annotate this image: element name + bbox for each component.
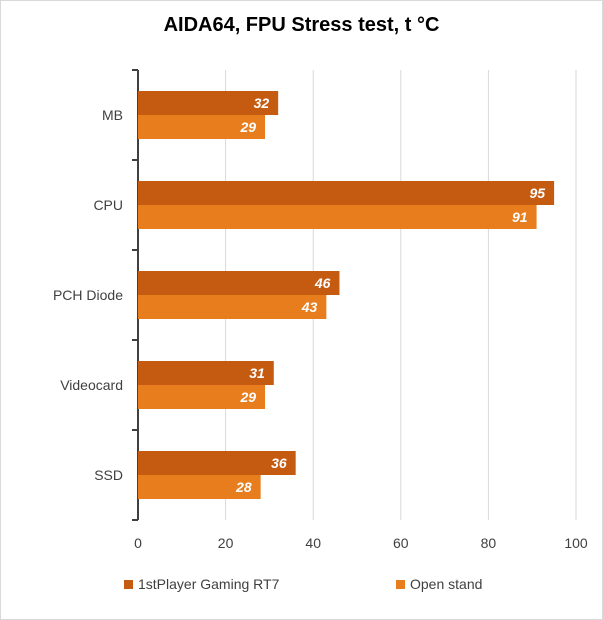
x-tick-label-80: 80 <box>481 535 497 551</box>
data-label-2-0: 29 <box>239 119 256 135</box>
data-label-1-3: 31 <box>249 365 265 381</box>
data-label-1-2: 46 <box>314 275 331 291</box>
y-category-label-3: Videocard <box>60 377 123 393</box>
data-label-1-0: 32 <box>254 95 270 111</box>
bar-1-2 <box>138 271 340 295</box>
x-tick-label-20: 20 <box>218 535 234 551</box>
data-label-2-2: 43 <box>301 299 318 315</box>
chart-title: AIDA64, FPU Stress test, t °C <box>163 14 440 36</box>
legend-label-series-1: 1stPlayer Gaming RT7 <box>138 576 280 592</box>
bar-1-1 <box>138 181 555 205</box>
legend-label-series-2: Open stand <box>410 576 483 592</box>
bar-2-4 <box>138 475 261 499</box>
bar-1-3 <box>138 361 274 385</box>
legend-swatch-series-2 <box>396 579 405 589</box>
x-tick-label-60: 60 <box>393 535 409 551</box>
bar-2-3 <box>138 385 266 409</box>
bar-2-0 <box>138 115 266 139</box>
y-category-label-0: MB <box>102 107 123 123</box>
y-category-label-2: PCH Diode <box>53 287 123 303</box>
x-tick-label-100: 100 <box>564 535 588 551</box>
x-tick-label-40: 40 <box>305 535 321 551</box>
data-label-1-1: 95 <box>530 185 546 201</box>
bar-1-0 <box>138 91 279 115</box>
legend: 1stPlayer Gaming RT7 Open stand <box>0 576 603 596</box>
legend-item-series-1: 1stPlayer Gaming RT7 <box>124 576 279 592</box>
data-label-1-4: 36 <box>271 455 287 471</box>
y-category-label-4: SSD <box>94 467 123 483</box>
bar-1-4 <box>138 451 296 475</box>
data-label-2-3: 29 <box>239 389 256 405</box>
data-label-2-4: 28 <box>235 479 252 495</box>
x-tick-label-0: 0 <box>134 535 142 551</box>
data-label-2-1: 91 <box>512 209 528 225</box>
bar-2-1 <box>138 205 537 229</box>
y-category-label-1: CPU <box>93 197 123 213</box>
bar-2-2 <box>138 295 327 319</box>
legend-item-series-2: Open stand <box>396 576 482 592</box>
legend-swatch-series-1 <box>124 579 133 589</box>
